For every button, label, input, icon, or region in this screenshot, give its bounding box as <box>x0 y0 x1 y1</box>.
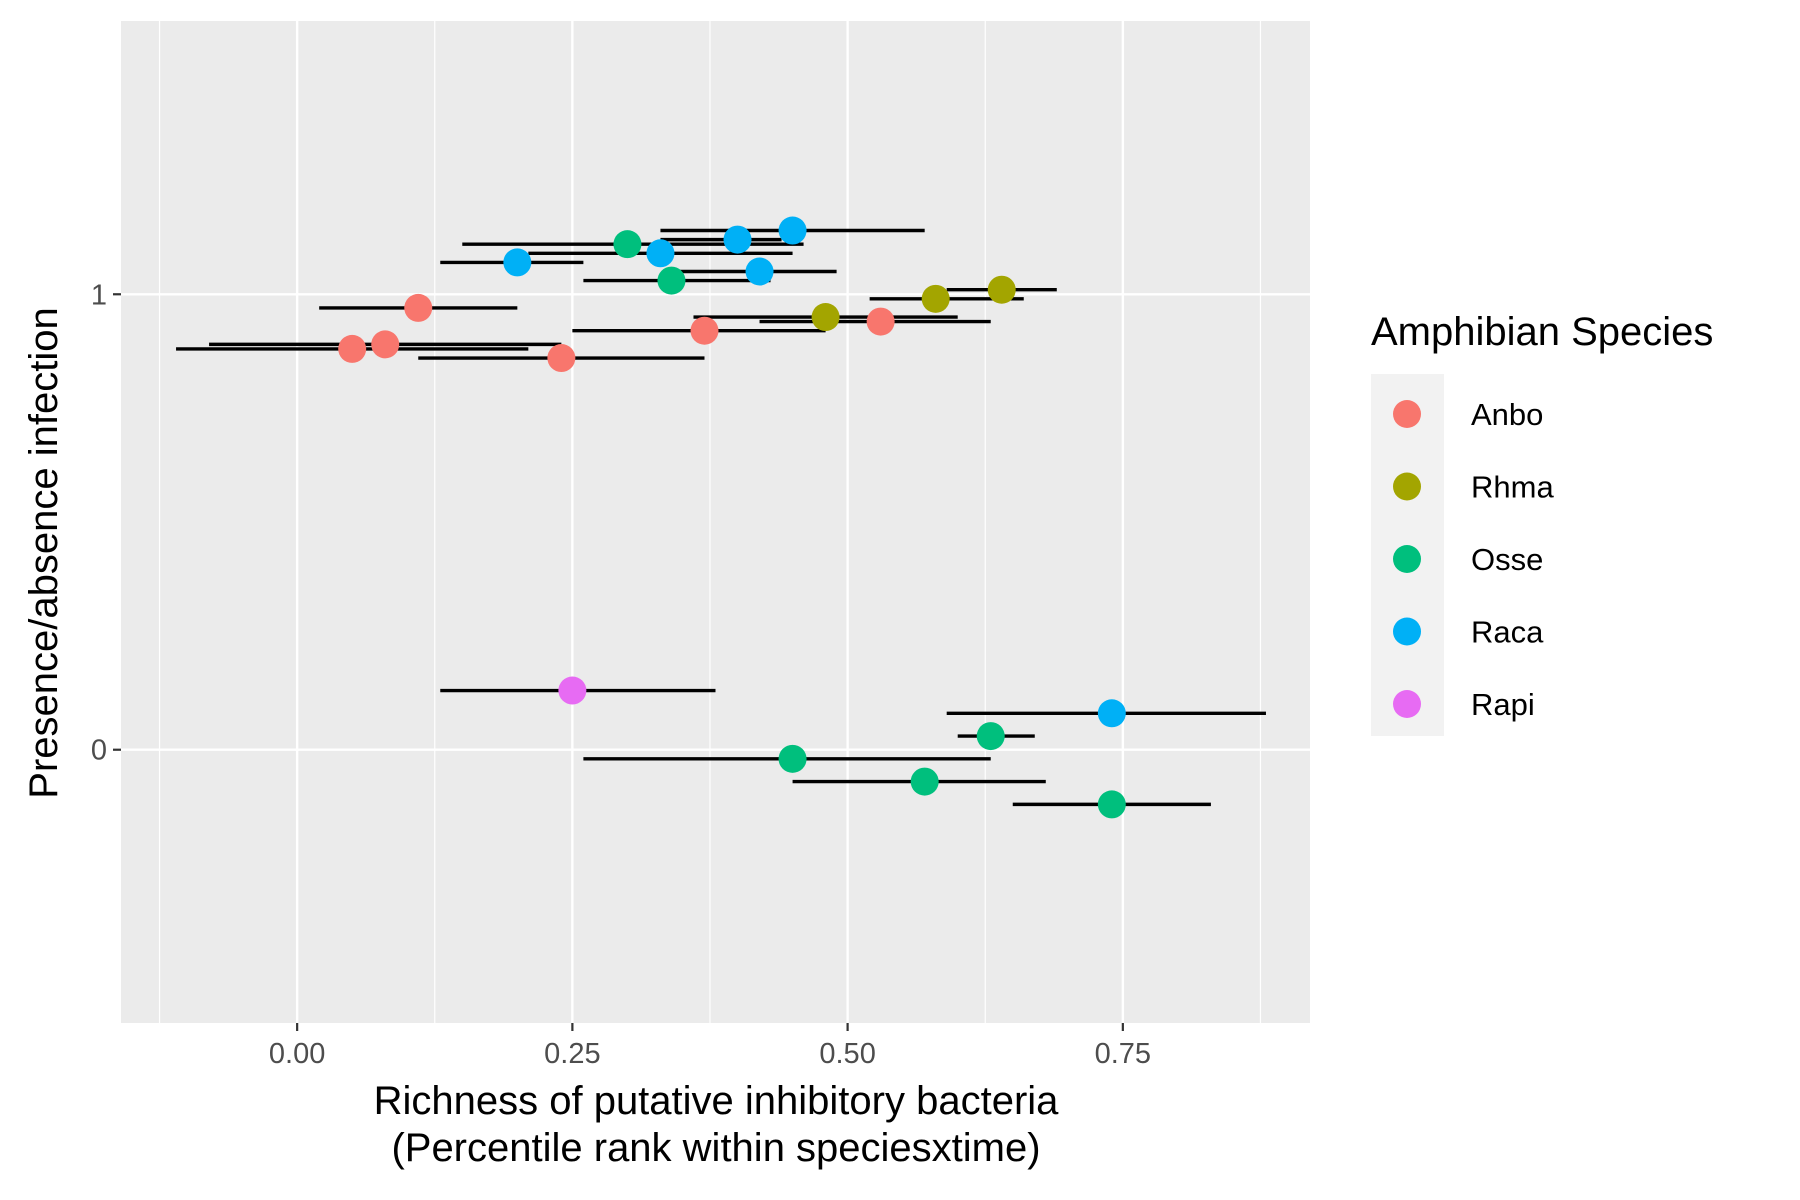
legend-key-anbo <box>1393 400 1421 428</box>
y-tick-label: 1 <box>91 279 107 311</box>
x-tick-label: 0.50 <box>819 1038 875 1070</box>
minor-gridlines <box>158 21 1262 1023</box>
point-anbo <box>690 316 719 345</box>
legend-entries: Anbo Rhma Osse Raca Rapi <box>1393 397 1554 722</box>
legend-label-anbo: Anbo <box>1471 397 1543 432</box>
point-osse <box>976 722 1005 751</box>
data-points <box>338 216 1126 819</box>
plot-panel <box>121 21 1310 1023</box>
legend-label-rapi: Rapi <box>1471 687 1535 722</box>
point-anbo <box>547 344 576 373</box>
y-tick-label: 0 <box>91 735 107 767</box>
y-axis-title: Presence/absence infection <box>22 307 66 798</box>
point-raca <box>745 257 774 286</box>
x-tick-label: 0.00 <box>269 1038 325 1070</box>
point-anbo <box>866 307 895 336</box>
legend-key-osse <box>1393 545 1421 573</box>
legend: Amphibian Species Anbo Rhma Osse Raca Rapi <box>1371 310 1713 736</box>
x-axis-ticks: 0.00 0.25 0.50 0.75 <box>269 1023 1151 1070</box>
legend-title: Amphibian Species <box>1371 310 1713 354</box>
x-axis-title-line-2: (Percentile rank within speciesxtime) <box>391 1126 1040 1170</box>
point-raca <box>1097 699 1126 728</box>
x-tick-label: 0.75 <box>1095 1038 1151 1070</box>
x-tick-label: 0.25 <box>544 1038 600 1070</box>
x-axis-title-line-1: Richness of putative inhibitory bacteria <box>374 1079 1060 1123</box>
point-raca <box>503 248 532 277</box>
point-anbo <box>338 334 367 363</box>
y-axis-ticks: 01 <box>91 279 121 767</box>
point-osse <box>910 767 939 796</box>
point-rhma <box>921 284 950 313</box>
point-osse <box>657 266 686 295</box>
point-raca <box>646 239 675 268</box>
legend-label-rhma: Rhma <box>1471 470 1554 505</box>
point-rapi <box>558 676 587 705</box>
legend-label-osse: Osse <box>1471 542 1543 577</box>
major-gridlines <box>121 21 1310 1023</box>
point-osse <box>1097 790 1126 819</box>
point-rhma <box>811 303 840 332</box>
legend-label-raca: Raca <box>1471 615 1544 650</box>
point-rhma <box>987 275 1016 304</box>
point-anbo <box>371 330 400 359</box>
point-osse <box>778 744 807 773</box>
point-raca <box>778 216 807 245</box>
point-osse <box>613 230 642 259</box>
legend-key-rhma <box>1393 472 1421 501</box>
point-anbo <box>404 293 433 322</box>
legend-key-raca <box>1393 617 1421 646</box>
legend-key-rapi <box>1393 690 1421 718</box>
point-raca <box>723 225 752 254</box>
